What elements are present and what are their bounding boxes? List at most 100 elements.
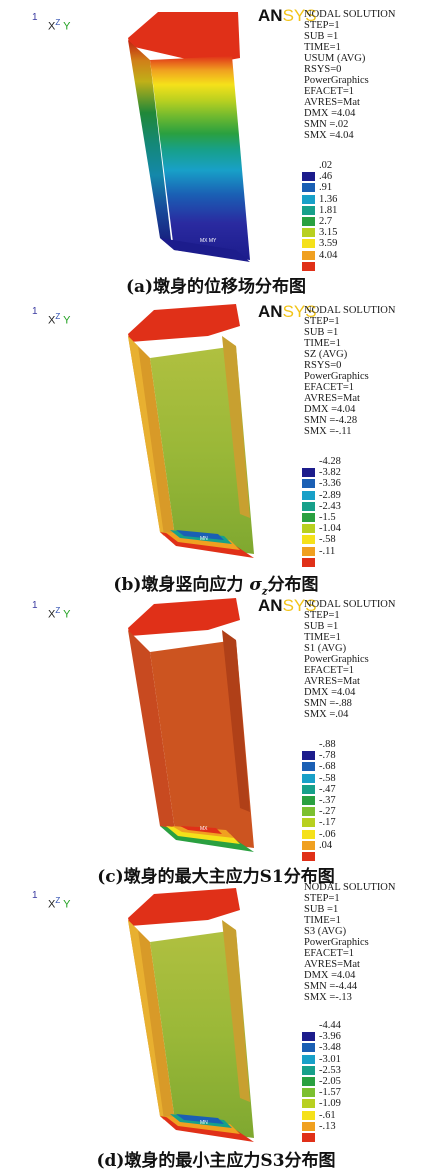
info-line: PowerGraphics (304, 75, 369, 86)
figure-caption: (d)墩身的最小主应力S3分布图 (96, 1151, 336, 1171)
legend-swatch (302, 829, 315, 839)
legend-swatch (302, 468, 315, 478)
info-line: RSYS=0 (304, 64, 342, 75)
legend-swatch (302, 172, 315, 182)
legend-swatch (302, 216, 315, 226)
figure-panel-a: MX MY 1 XZ Y ANSYS NODAL SOLUTION STEP=1 S… (0, 0, 432, 297)
info-line: TIME=1 (304, 915, 341, 926)
legend-swatch (302, 1121, 315, 1131)
ansys-logo: ANSYS (258, 302, 317, 321)
legend-value: 2.7 (319, 215, 333, 227)
info-line: AVRES=Mat (304, 393, 360, 404)
legend-swatch (302, 1099, 315, 1109)
info-line: TIME=1 (304, 632, 341, 643)
info-line: RSYS=0 (304, 360, 342, 371)
info-line: NODAL SOLUTION (304, 305, 396, 316)
legend-value: -.47 (319, 783, 336, 795)
min-max-marker: MX (200, 826, 208, 832)
info-line: PowerGraphics (304, 371, 369, 382)
legend-value: 1.36 (319, 193, 338, 205)
legend-value: .91 (319, 182, 333, 194)
legend-swatch (302, 557, 315, 567)
axis-triad-labels: XZ Y (48, 896, 71, 911)
legend-swatch (302, 1032, 315, 1042)
legend-value: -.78 (319, 750, 336, 762)
legend-swatch (302, 1065, 315, 1075)
info-line: SUB =1 (304, 621, 339, 632)
figure-panel-b: MN 1 XZ Y ANSYS NODAL SOLUTION STEP=1 SUB … (0, 296, 432, 597)
min-max-marker: MX MY (200, 238, 217, 244)
legend-swatch (302, 1088, 315, 1098)
info-line: TIME=1 (304, 42, 341, 53)
info-line: SUB =1 (304, 31, 339, 42)
info-line: DMX =4.04 (304, 687, 356, 698)
legend-swatch (302, 524, 315, 534)
legend-swatch (302, 183, 315, 193)
info-line: SMX =.04 (304, 709, 349, 720)
legend-swatch (302, 1076, 315, 1086)
pier-top-cap (128, 12, 240, 64)
legend-value: -.58 (319, 772, 336, 784)
legend-value: -1.09 (319, 1098, 341, 1110)
info-line: NODAL SOLUTION (304, 882, 396, 893)
legend-value: -.37 (319, 794, 336, 806)
legend-value: 3.59 (319, 238, 338, 250)
info-line: S1 (AVG) (304, 643, 347, 654)
legend-value: -1.5 (319, 511, 336, 523)
legend-value: -2.89 (319, 489, 341, 501)
legend-swatch (302, 535, 315, 545)
legend-swatch (302, 479, 315, 489)
info-line: NODAL SOLUTION (304, 9, 396, 20)
legend-value: -.27 (319, 806, 336, 818)
legend-value: -.61 (319, 1109, 336, 1121)
info-line: SMX =-.13 (304, 992, 352, 1003)
pier-side-face (128, 40, 172, 248)
legend-swatch (302, 546, 315, 556)
pier-contour-plot-c: MX (128, 598, 254, 852)
info-line: DMX =4.04 (304, 108, 356, 119)
info-line: SMN =-4.28 (304, 415, 358, 426)
legend-value: -1.57 (319, 1087, 341, 1099)
legend-swatch (302, 194, 315, 204)
legend-swatch (302, 751, 315, 761)
legend-swatch (302, 205, 315, 215)
legend-swatch (302, 840, 315, 850)
legend-swatch (302, 1043, 315, 1053)
window-number: 1 (32, 306, 38, 317)
info-line: EFACET=1 (304, 86, 355, 97)
info-line: SMN =.02 (304, 119, 349, 130)
info-line: SMX =-.11 (304, 426, 352, 437)
legend-swatch (302, 795, 315, 805)
legend-swatch (302, 239, 315, 249)
min-max-marker: MN (200, 536, 208, 542)
info-line: EFACET=1 (304, 948, 355, 959)
solution-info-block: NODAL SOLUTION STEP=1 SUB =1 TIME=1 SZ (AVG)… (304, 305, 395, 437)
info-line: AVRES=Mat (304, 959, 360, 970)
legend-value: -.06 (319, 828, 336, 840)
pier-top-cap (128, 888, 240, 926)
legend-swatch (302, 250, 315, 260)
window-number: 1 (32, 12, 38, 23)
legend-swatch (302, 851, 315, 861)
figure-panel-d: MN 1 XZ Y NODAL SOLUTION STEP=1 SUB =1 TIME… (0, 880, 432, 1171)
legend-swatch (302, 261, 315, 271)
ansys-logo: ANSYS (258, 6, 317, 25)
info-line: DMX =4.04 (304, 404, 356, 415)
legend-swatch (302, 773, 315, 783)
solution-info-block: NODAL SOLUTION STEP=1 SUB =1 TIME=1 USUM (AV… (304, 9, 395, 141)
legend-value: -.88 (319, 739, 336, 750)
legend-value: .02 (319, 160, 333, 171)
info-line: STEP=1 (304, 20, 340, 31)
solution-info-block: NODAL SOLUTION STEP=1 SUB =1 TIME=1 S1 (AVG)… (304, 599, 395, 720)
legend-swatch (302, 1054, 315, 1064)
legend-value: -2.53 (319, 1064, 341, 1076)
legend-value: .46 (319, 171, 333, 183)
legend-value: 3.15 (319, 227, 338, 239)
info-line: SMN =-4.44 (304, 981, 358, 992)
legend-swatch (302, 1132, 315, 1142)
pier-front-face (150, 56, 250, 260)
legend-swatch (302, 784, 315, 794)
info-line: EFACET=1 (304, 665, 355, 676)
legend-value: -4.44 (319, 1020, 341, 1031)
legend-value: -1.04 (319, 523, 341, 535)
